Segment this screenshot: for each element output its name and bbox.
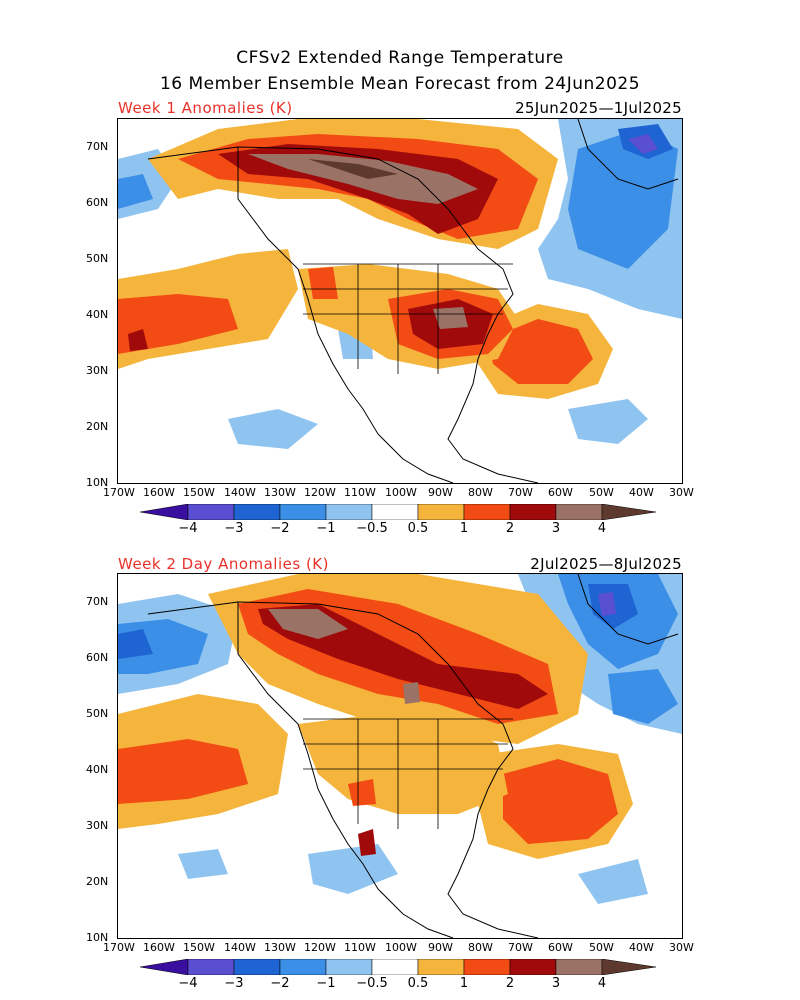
colorbar-label: 3 <box>551 521 561 536</box>
lon-tick: 90W <box>428 486 453 499</box>
colorbar-label: −3 <box>224 976 244 991</box>
colorbar-label: 0.5 <box>407 976 429 991</box>
colorbar-label: 0.5 <box>407 521 429 536</box>
lon-tick: 90W <box>428 941 453 954</box>
colorbar-label: −3 <box>224 521 244 536</box>
lon-tick: 100W <box>385 486 417 499</box>
lon-tick: 40W <box>629 486 654 499</box>
lon-tick: 50W <box>589 941 614 954</box>
lon-tick: 80W <box>468 486 493 499</box>
lon-tick: 140W <box>224 941 256 954</box>
lat-tick: 20N <box>86 875 109 888</box>
lon-tick: 60W <box>548 941 573 954</box>
colorbar-label: −2 <box>270 976 290 991</box>
panel2-date-range: 2Jul2025—8Jul2025 <box>530 555 682 573</box>
title-line-2: 16 Member Ensemble Mean Forecast from 24… <box>159 74 641 94</box>
panel2-colorbar <box>140 959 657 975</box>
lon-tick: 30W <box>669 941 694 954</box>
panel1-map <box>117 118 683 484</box>
lon-tick: 100W <box>385 941 417 954</box>
lat-tick: 30N <box>86 364 109 377</box>
colorbar-label: −2 <box>270 521 290 536</box>
panel2-map <box>117 573 683 939</box>
lat-tick: 20N <box>86 420 109 433</box>
lon-tick: 170W <box>103 941 135 954</box>
panel1-date-range: 25Jun2025—1Jul2025 <box>515 99 682 117</box>
lon-tick: 130W <box>264 941 296 954</box>
title-line-1: CFSv2 Extended Range Temperature <box>236 48 564 68</box>
colorbar-label: 2 <box>505 976 515 991</box>
lon-tick: 70W <box>508 941 533 954</box>
lat-tick: 50N <box>86 707 109 720</box>
lon-tick: 50W <box>589 486 614 499</box>
lat-tick: 10N <box>86 931 109 944</box>
lon-tick: 130W <box>264 486 296 499</box>
colorbar-label: 4 <box>597 976 607 991</box>
colorbar-label: 4 <box>597 521 607 536</box>
lat-tick: 10N <box>86 476 109 489</box>
colorbar-label: 1 <box>459 521 469 536</box>
lon-tick: 80W <box>468 941 493 954</box>
lon-tick: 160W <box>143 941 175 954</box>
panel1-anomaly-map <box>118 119 682 483</box>
colorbar-label: −0.5 <box>356 976 388 991</box>
panel1-label: Week 1 Anomalies (K) <box>118 99 293 117</box>
lon-tick: 120W <box>304 486 336 499</box>
colorbar-label: −0.5 <box>356 521 388 536</box>
colorbar-label: −1 <box>316 521 336 536</box>
panel2-anomaly-map <box>118 574 682 938</box>
panel2-label: Week 2 Day Anomalies (K) <box>118 555 329 573</box>
lon-tick: 40W <box>629 941 654 954</box>
lat-tick: 40N <box>86 763 109 776</box>
colorbar-label: 1 <box>459 976 469 991</box>
lon-tick: 70W <box>508 486 533 499</box>
colorbar-label: −4 <box>178 521 198 536</box>
lon-tick: 110W <box>344 941 376 954</box>
lat-tick: 40N <box>86 308 109 321</box>
lon-tick: 150W <box>183 486 215 499</box>
colorbar-label: −1 <box>316 976 336 991</box>
lon-tick: 60W <box>548 486 573 499</box>
lon-tick: 30W <box>669 486 694 499</box>
panel1-colorbar <box>140 504 657 520</box>
lat-tick: 70N <box>86 595 109 608</box>
lat-tick: 70N <box>86 140 109 153</box>
lon-tick: 160W <box>143 486 175 499</box>
lon-tick: 150W <box>183 941 215 954</box>
lon-tick: 110W <box>344 486 376 499</box>
lat-tick: 60N <box>86 651 109 664</box>
colorbar-label: 2 <box>505 521 515 536</box>
lon-tick: 170W <box>103 486 135 499</box>
lon-tick: 120W <box>304 941 336 954</box>
colorbar-label: −4 <box>178 976 198 991</box>
lat-tick: 30N <box>86 819 109 832</box>
colorbar-label: 3 <box>551 976 561 991</box>
lon-tick: 140W <box>224 486 256 499</box>
lat-tick: 60N <box>86 196 109 209</box>
lat-tick: 50N <box>86 252 109 265</box>
